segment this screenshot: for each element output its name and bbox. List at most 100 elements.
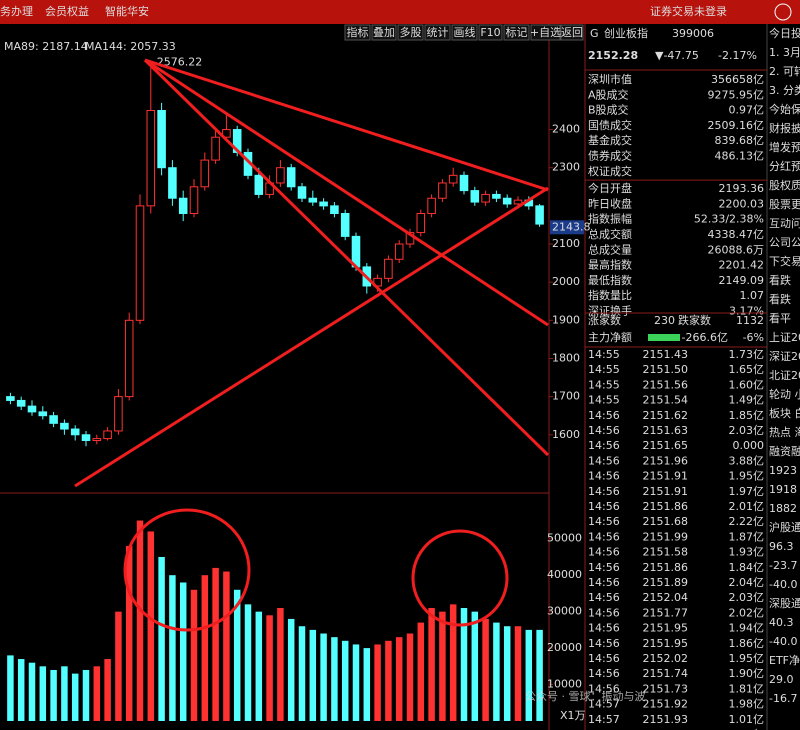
circle-mark [411,529,509,627]
side-item[interactable]: 股票更 [769,198,800,211]
trade-amount: 2.04亿 [729,576,765,589]
side-item[interactable]: 29.0 [769,673,794,686]
annotations [74,58,550,632]
side-item[interactable]: 深证20 [769,350,800,363]
volume-bar [406,633,414,721]
candle-body [286,167,296,188]
volume-bar [277,608,284,721]
side-item[interactable]: 北证20 [769,369,800,382]
trade-amount: 1.65亿 [729,363,765,376]
bell-icon[interactable] [774,3,792,21]
toolbar-button[interactable] [530,24,561,41]
toolbar-button[interactable] [397,24,424,41]
trade-list: 14:55 2151.43 1.73亿 14:55 2151.50 1.65亿 14:55 2… [588,348,764,730]
volume-bar [536,629,543,721]
volume-bar [460,608,468,721]
toolbar-label[interactable]: 指标 [347,25,369,39]
trade-price: 2151.91 [643,485,689,498]
candle-body [178,197,188,214]
side-item[interactable]: 财报披 [769,121,800,135]
stat-value: 9275.95亿 [708,88,765,101]
toolbar-button[interactable] [371,24,397,41]
stat-value: 356658亿 [711,73,764,86]
stat-label: 今日开盘 [588,181,632,195]
trade-price: 2151.86 [643,500,689,513]
side-item[interactable]: -40.0 [769,635,797,648]
side-item[interactable]: 融资融券 [769,444,800,458]
toolbar-label[interactable]: 画线 [454,25,476,39]
side-item[interactable]: ETF净申 [769,653,800,667]
trade-price: 2151.91 [643,470,689,483]
side-item[interactable]: 40.3 [769,616,794,629]
candle-body [146,109,156,207]
side-item[interactable]: 1918 [769,483,797,496]
side-item[interactable]: 公司公 [769,236,800,249]
toolbar-button[interactable] [560,24,584,41]
trade-time: 14:56 [588,561,620,574]
toolbar-label[interactable]: 多股 [400,25,422,39]
change: ▼-47.75 [655,49,699,62]
volume-bar [50,669,57,721]
side-item[interactable]: 1923 [769,464,797,477]
chart: 1600 1700 1800 1900 2000 2100 2300 2400 10000 200… [6,55,591,722]
stat-label: 总成交额 [588,227,632,241]
side-item[interactable]: 1882 [769,502,797,515]
side-item[interactable]: 2. 可转 [769,64,800,78]
flow-pct: -6% [743,331,764,344]
candle-body [492,193,501,199]
trade-time: 14:56 [588,424,620,437]
menu-item[interactable]: 务办理 [0,5,33,18]
side-item[interactable]: 下交易日 [769,254,800,268]
side-item[interactable]: 3. 分类 [769,83,800,97]
side-item[interactable]: 分红预 [769,160,800,173]
trade-price: 2151.77 [643,606,689,619]
y-tick-label: 2400 [552,123,580,136]
side-item[interactable]: 增发预 [769,140,800,154]
trade-time: 14:56 [588,546,620,559]
side-item[interactable]: -23.7 [769,559,797,572]
trade-amount: 1.85亿 [729,409,765,422]
stat-label: 总成交量 [588,242,632,256]
toolbar-button[interactable] [478,24,503,41]
toolbar-label[interactable]: 标记 [506,25,528,39]
side-item[interactable]: 上证20 [769,331,800,344]
stat-label: 权证成交 [588,164,632,178]
side-item[interactable]: -40.0 [769,578,797,591]
side-item[interactable]: 互动问 [769,217,800,230]
side-item[interactable]: 看平 [769,311,791,325]
side-item[interactable]: 深股通 [769,597,800,610]
toolbar-button[interactable] [503,24,530,41]
volume-bar [385,640,392,721]
side-item[interactable]: 96.3 [769,540,794,553]
volume-bar [223,571,230,721]
side-item[interactable]: 看跌 [769,292,791,306]
side-item[interactable]: -16.7 [769,692,797,705]
toolbar-button[interactable] [424,24,451,41]
toolbar-button[interactable] [344,24,371,41]
side-item[interactable]: 看跌 [769,273,791,287]
side-item[interactable]: 热点 海 [769,425,800,439]
toolbar-label[interactable]: 叠加 [373,26,395,39]
toolbar-button[interactable] [451,24,478,41]
candle-body [308,197,318,203]
side-item[interactable]: 1. 3月 [769,46,800,59]
side-item[interactable]: 股权质 [769,179,800,192]
candle-body [200,159,210,188]
price: 2152.28 [588,49,638,62]
side-item[interactable]: 沪股通 [769,520,800,534]
toolbar-label[interactable]: 返回 [561,26,583,39]
menu-item[interactable]: 智能华安 [105,4,149,18]
side-item[interactable]: 轮动 小 [769,387,800,401]
menu-item[interactable]: 会员权益 [45,4,89,18]
volume-bar [125,546,133,721]
trend-line [144,58,549,192]
toolbar-label[interactable]: 统计 [427,26,449,39]
toolbar-label[interactable]: +自选 [530,26,561,39]
trade-price: 2151.93 [643,713,689,726]
toolbar-label[interactable]: F10 [480,26,500,39]
side-item[interactable]: 今始保 [769,102,800,116]
candle-body [340,212,350,237]
login-status[interactable]: 证券交易未登录 [650,4,727,18]
side-item[interactable]: 今日投 [769,26,800,40]
side-item[interactable]: 板块 白 [769,406,800,420]
